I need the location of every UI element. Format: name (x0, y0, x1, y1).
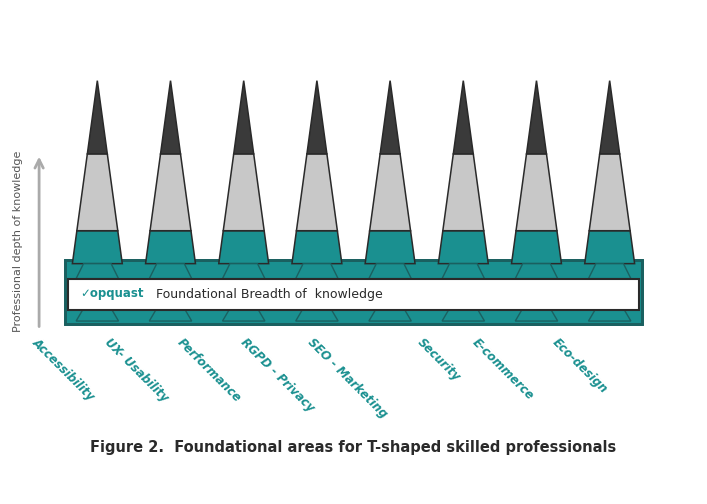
Polygon shape (443, 154, 484, 231)
Polygon shape (223, 264, 265, 279)
Text: UX- Usability: UX- Usability (102, 336, 170, 405)
Polygon shape (600, 81, 619, 154)
Text: Foundational Breadth of  knowledge: Foundational Breadth of knowledge (156, 288, 382, 301)
Text: E-commerce: E-commerce (470, 336, 537, 403)
Polygon shape (88, 81, 107, 154)
Polygon shape (296, 154, 337, 231)
Polygon shape (369, 264, 411, 279)
Polygon shape (234, 81, 254, 154)
Polygon shape (442, 310, 484, 321)
Polygon shape (72, 231, 122, 264)
Polygon shape (150, 154, 191, 231)
Polygon shape (589, 154, 630, 231)
Text: SEO - Marketing: SEO - Marketing (305, 336, 390, 421)
Polygon shape (218, 231, 269, 264)
Polygon shape (292, 231, 342, 264)
Polygon shape (76, 310, 119, 321)
Polygon shape (149, 310, 192, 321)
Polygon shape (515, 310, 558, 321)
Polygon shape (527, 81, 547, 154)
Text: Figure 2.  Foundational areas for T-shaped skilled professionals: Figure 2. Foundational areas for T-shape… (90, 440, 617, 455)
Polygon shape (223, 310, 265, 321)
Polygon shape (149, 264, 192, 279)
Polygon shape (588, 264, 631, 279)
Polygon shape (370, 154, 411, 231)
Polygon shape (296, 264, 338, 279)
Polygon shape (77, 154, 118, 231)
Polygon shape (76, 264, 119, 279)
Polygon shape (442, 264, 484, 279)
Polygon shape (588, 310, 631, 321)
Text: Performance: Performance (175, 336, 244, 405)
Text: RGPD - Privacy: RGPD - Privacy (238, 336, 317, 415)
Text: Eco-design: Eco-design (549, 336, 609, 396)
Polygon shape (307, 81, 327, 154)
Polygon shape (369, 310, 411, 321)
FancyBboxPatch shape (65, 261, 642, 325)
Polygon shape (516, 154, 557, 231)
Polygon shape (453, 81, 473, 154)
Text: Security: Security (415, 336, 463, 384)
FancyBboxPatch shape (68, 279, 639, 310)
Text: Professional depth of knowledge: Professional depth of knowledge (13, 151, 23, 332)
Polygon shape (223, 154, 264, 231)
Text: ✓opquast: ✓opquast (81, 287, 144, 300)
Polygon shape (296, 310, 338, 321)
Polygon shape (585, 231, 635, 264)
Polygon shape (365, 231, 415, 264)
Polygon shape (515, 264, 558, 279)
Polygon shape (512, 231, 561, 264)
Polygon shape (438, 231, 489, 264)
Polygon shape (160, 81, 180, 154)
Polygon shape (380, 81, 400, 154)
Text: Accessibility: Accessibility (30, 336, 98, 403)
Polygon shape (146, 231, 195, 264)
